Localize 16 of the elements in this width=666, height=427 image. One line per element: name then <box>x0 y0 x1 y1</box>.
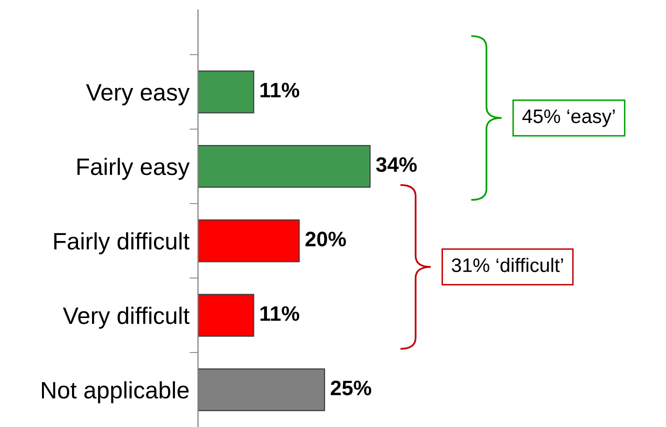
y-tick-label: Fairly easy <box>77 158 190 180</box>
y-tick-label: Very difficult <box>62 306 190 329</box>
bar <box>198 144 371 188</box>
text: 31% ‘difficult’ <box>452 258 563 272</box>
data-label: 20% <box>305 232 346 246</box>
data-label: 11% <box>260 82 300 98</box>
text: 45% ‘easy’ <box>522 110 615 128</box>
bar <box>198 294 254 337</box>
data-label: 11% <box>260 306 300 321</box>
y-tick-label: Very easy <box>86 84 190 106</box>
data-label: 25% <box>330 380 372 396</box>
bar <box>198 219 300 262</box>
y-tick-label: Fairly difficult <box>54 232 190 254</box>
y-tick-label: Not applicable <box>42 381 189 404</box>
data-label: 34% <box>376 157 417 172</box>
bar <box>198 70 254 114</box>
